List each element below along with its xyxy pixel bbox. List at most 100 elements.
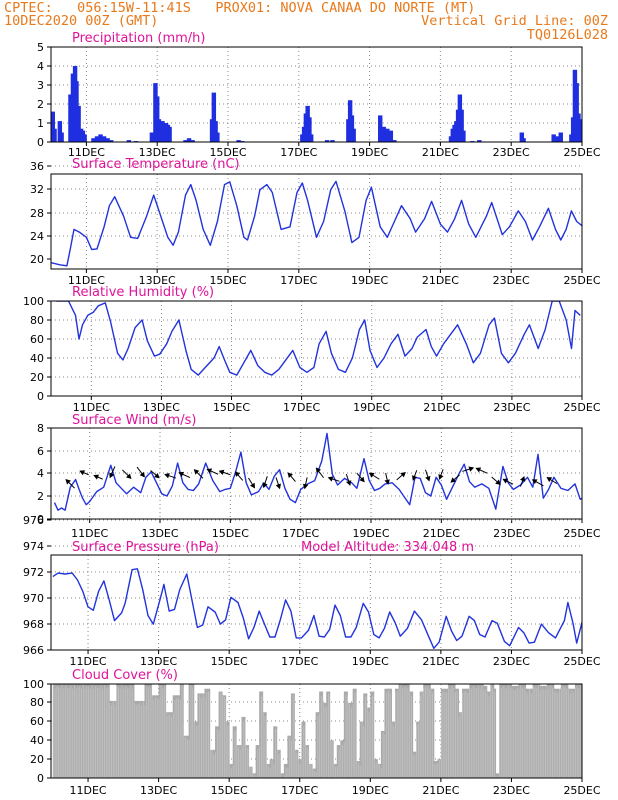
cloud-bar (294, 749, 299, 778)
cloud-texture (370, 707, 372, 778)
cloud-bar (241, 716, 246, 778)
series-line (51, 180, 582, 267)
cloud-texture (513, 689, 515, 778)
cloud-texture (144, 705, 146, 778)
wind-arrow-head (520, 475, 526, 482)
x-tick-label: 17DEC (281, 655, 318, 668)
cloud-texture (469, 684, 471, 778)
cloud-texture (218, 730, 220, 778)
precip-bar (459, 109, 464, 142)
cloud-texture (414, 755, 416, 778)
cloud-texture (68, 687, 70, 778)
cloud-texture (386, 692, 388, 778)
wind-arrow-head (368, 472, 375, 478)
cloud-texture (509, 688, 511, 778)
cloud-texture (546, 685, 548, 778)
precip-bar (579, 126, 582, 142)
x-tick-label: 19DEC (352, 784, 389, 797)
precip-bar (76, 105, 81, 142)
cloud-texture (349, 703, 351, 778)
cloud-texture (303, 725, 305, 778)
gridlines (51, 428, 582, 519)
cloud-texture (278, 754, 280, 778)
cloud-texture (578, 688, 580, 778)
cloud-texture (257, 748, 259, 778)
y-tick-label: 60 (30, 333, 44, 346)
precip-bar (519, 132, 525, 142)
cloud-texture (292, 694, 294, 778)
cloud-texture (527, 693, 529, 778)
cloud-bar (433, 761, 438, 778)
precip-bar (351, 128, 356, 142)
cloud-texture (156, 698, 158, 778)
cloud-bar (70, 684, 89, 778)
precip-bar (461, 130, 466, 142)
cloud-texture (118, 686, 120, 778)
cloud-texture (193, 685, 195, 778)
cloud-texture (54, 688, 56, 778)
cloud-texture (98, 687, 100, 778)
cloud-texture (148, 686, 150, 778)
cloud-texture (451, 685, 453, 778)
x-tick-label: 15DEC (213, 401, 250, 414)
wind-arrow-head (93, 474, 100, 480)
cloud-bar (280, 773, 285, 778)
y-tick-label: 40 (30, 352, 44, 365)
cloud-texture (294, 697, 296, 778)
cloud-bar (380, 731, 385, 778)
wind-arrow-head (327, 476, 334, 482)
cloud-bar (490, 684, 495, 778)
cloud-texture (354, 692, 356, 778)
cloud-texture (315, 772, 317, 778)
cloud-texture (260, 696, 262, 778)
cloud-texture (202, 694, 204, 778)
x-tick-label: 11DEC (68, 274, 105, 287)
cloud-bar (266, 763, 271, 778)
cloud-bar (197, 693, 205, 778)
cloud-bar (483, 685, 488, 778)
cloud-bar (88, 684, 107, 778)
wind-arrow-head (262, 482, 268, 489)
y-tick-label: 32 (30, 183, 44, 196)
cloud-bar (179, 684, 184, 778)
cloud-bar (343, 691, 348, 778)
cloud-bar (193, 721, 198, 778)
series-line (53, 432, 582, 511)
precip-bar (59, 132, 64, 142)
y-tick-label: 36 (30, 160, 44, 173)
panel-frame (50, 683, 583, 779)
y-tick-label: 0 (37, 136, 44, 149)
cloud-texture (229, 723, 231, 778)
cloud-bar (225, 721, 230, 778)
cloud-texture (139, 702, 141, 778)
cloud-texture (553, 691, 555, 778)
cloud-texture (439, 759, 441, 778)
precip-bar (330, 140, 335, 142)
precip-bar (82, 134, 87, 142)
cloud-texture (296, 753, 298, 778)
cloud-bar (409, 691, 414, 778)
cloud-texture (432, 693, 434, 778)
cloud-bar (204, 688, 211, 778)
cloud-texture (483, 689, 485, 778)
cloud-texture (548, 688, 550, 778)
cloud-texture (327, 693, 329, 778)
cloud-texture (102, 688, 104, 778)
cloud-texture (525, 691, 527, 778)
x-tick-label: 21DEC (423, 527, 460, 540)
cloud-texture (322, 692, 324, 778)
cloud-texture (340, 745, 342, 778)
cloud-texture (502, 686, 504, 778)
y-tick-label: 20 (30, 371, 44, 384)
cloud-texture (566, 688, 568, 778)
y-tick-label: 1 (37, 117, 44, 130)
cloud-bar (504, 684, 512, 778)
x-tick-label: 25DEC (563, 274, 600, 287)
cloud-bar (387, 688, 392, 778)
cloud-texture (511, 687, 513, 778)
wind-arrows (65, 466, 558, 490)
cloud-bar (232, 726, 237, 778)
precip-bar (215, 132, 220, 142)
cloud-texture (329, 696, 331, 778)
